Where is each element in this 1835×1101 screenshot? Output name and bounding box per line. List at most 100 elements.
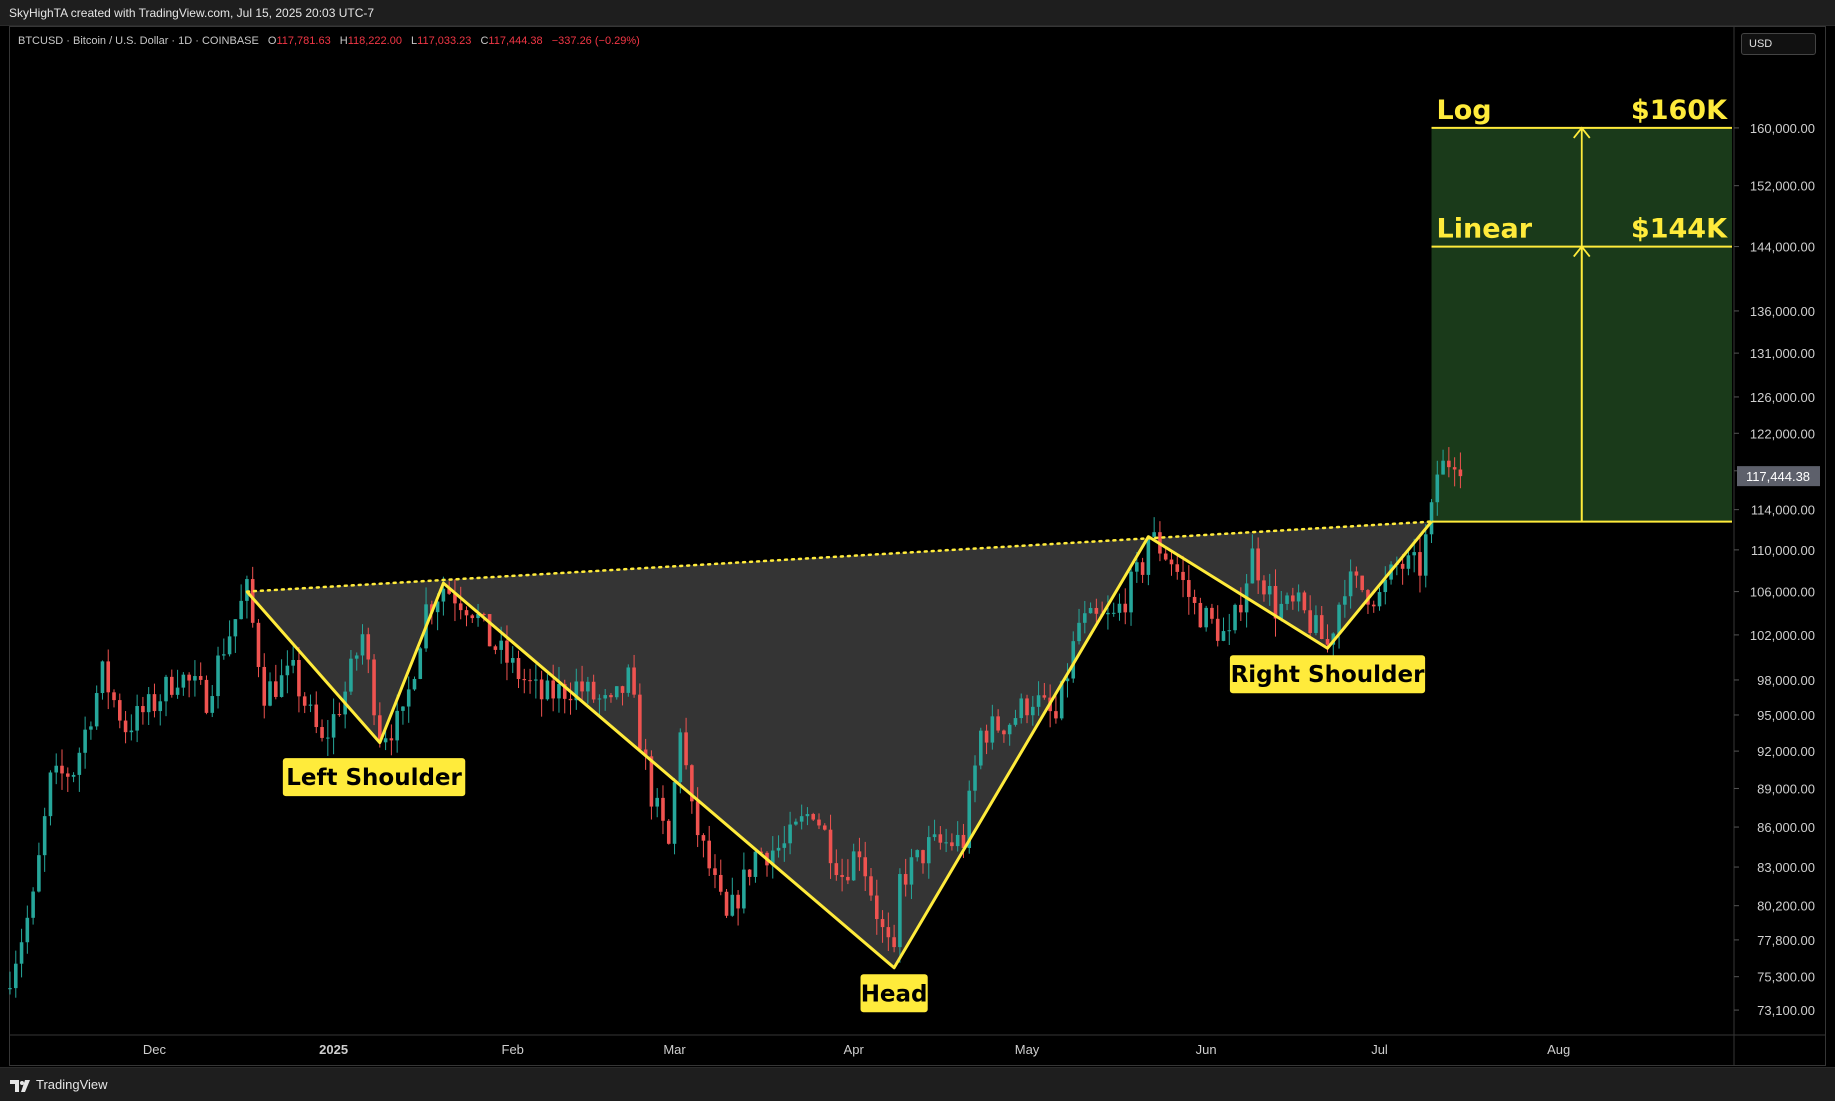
candle — [395, 694, 399, 753]
candle-body — [1094, 607, 1099, 614]
target-price-label: $144K — [1631, 214, 1728, 245]
candle-body — [568, 698, 573, 701]
candle — [1233, 603, 1237, 634]
candle-body — [1123, 603, 1128, 613]
pattern-zigzag — [245, 520, 1433, 970]
candle — [210, 684, 215, 718]
candle — [892, 924, 896, 953]
candle — [233, 619, 238, 653]
candle — [880, 910, 885, 943]
candle-body — [788, 824, 792, 844]
candle-body — [77, 752, 82, 775]
candle-body — [1077, 622, 1081, 642]
candle-body — [1325, 639, 1330, 645]
candle — [1059, 680, 1064, 721]
candle-body — [1343, 596, 1347, 605]
currency-selector[interactable]: USD — [1741, 33, 1816, 55]
candle — [1158, 521, 1162, 562]
candle-body — [1210, 607, 1214, 619]
candle-body — [955, 834, 960, 847]
candle-body — [736, 894, 740, 909]
candle — [955, 821, 960, 852]
candle — [349, 650, 353, 695]
candle — [626, 664, 631, 697]
candle-body — [354, 655, 359, 659]
change-value: −337.26 (−0.29%) — [551, 35, 640, 47]
candle-body — [742, 869, 746, 909]
y-tick-label: 102,000.00 — [1750, 628, 1815, 643]
candle-body — [291, 659, 295, 666]
candle — [1296, 584, 1301, 612]
candle — [996, 709, 1000, 733]
candle — [926, 825, 931, 879]
candle — [776, 835, 781, 858]
y-tick-label: 114,000.00 — [1751, 503, 1815, 518]
candle-body — [938, 834, 943, 843]
candle — [1377, 587, 1382, 611]
candle-body — [713, 868, 717, 875]
candle-body — [718, 874, 723, 892]
candle-body — [898, 874, 902, 948]
candle — [1354, 566, 1359, 588]
candle-body — [1140, 562, 1145, 575]
candle-body — [950, 842, 954, 847]
candle-body — [886, 927, 891, 938]
candle — [690, 764, 694, 814]
candle-body — [1146, 536, 1151, 575]
candle — [695, 787, 700, 848]
candle-body — [279, 675, 284, 697]
candle-body — [401, 706, 405, 711]
candle — [863, 841, 868, 892]
y-tick-label: 92,000.00 — [1757, 744, 1815, 759]
candle-body — [378, 715, 382, 743]
candle-body — [395, 710, 399, 741]
candle-body — [996, 716, 1000, 731]
candle-body — [482, 613, 486, 615]
candle — [198, 662, 203, 685]
candle — [360, 624, 365, 665]
candle-body — [274, 681, 278, 697]
candle-body — [510, 658, 515, 663]
candle — [302, 692, 307, 714]
candle-body — [979, 730, 983, 766]
y-tick-label: 77,800.00 — [1757, 933, 1815, 948]
candle-body — [83, 729, 87, 753]
candle-body — [198, 676, 203, 680]
candle — [158, 694, 163, 726]
symbol-name[interactable]: BTCUSD · Bitcoin / U.S. Dollar · 1D · CO… — [18, 35, 259, 47]
candle-body — [1314, 615, 1318, 633]
candle — [1360, 575, 1364, 593]
y-tick-label: 160,000.00 — [1750, 121, 1815, 136]
candle — [736, 890, 740, 926]
candle — [678, 728, 683, 794]
candle — [1371, 600, 1376, 613]
candle-body — [158, 701, 163, 712]
tradingview-logo[interactable]: TradingView — [10, 1077, 108, 1092]
candle — [886, 912, 891, 952]
candle — [1383, 566, 1388, 605]
candle-body — [892, 937, 896, 948]
y-tick-label: 110,000.00 — [1751, 543, 1815, 558]
candle-body — [973, 765, 977, 791]
candle — [1025, 694, 1029, 724]
candle — [1458, 452, 1463, 489]
candle — [187, 672, 191, 698]
candle-body — [187, 674, 191, 681]
candle — [551, 664, 555, 712]
candle-body — [1175, 564, 1180, 572]
candle-body — [458, 603, 463, 611]
candle — [638, 683, 642, 750]
candle — [216, 646, 220, 709]
candle-body — [1354, 571, 1359, 576]
y-tick-label: 95,000.00 — [1757, 708, 1815, 723]
candle — [1302, 590, 1307, 614]
candle-body — [1452, 467, 1457, 470]
candle — [1129, 566, 1133, 626]
candle — [921, 849, 925, 874]
candle-body — [1360, 575, 1364, 591]
candle-body — [1458, 469, 1463, 477]
candle — [1002, 729, 1006, 743]
candle-body — [880, 919, 885, 928]
candle-body — [1429, 502, 1434, 535]
